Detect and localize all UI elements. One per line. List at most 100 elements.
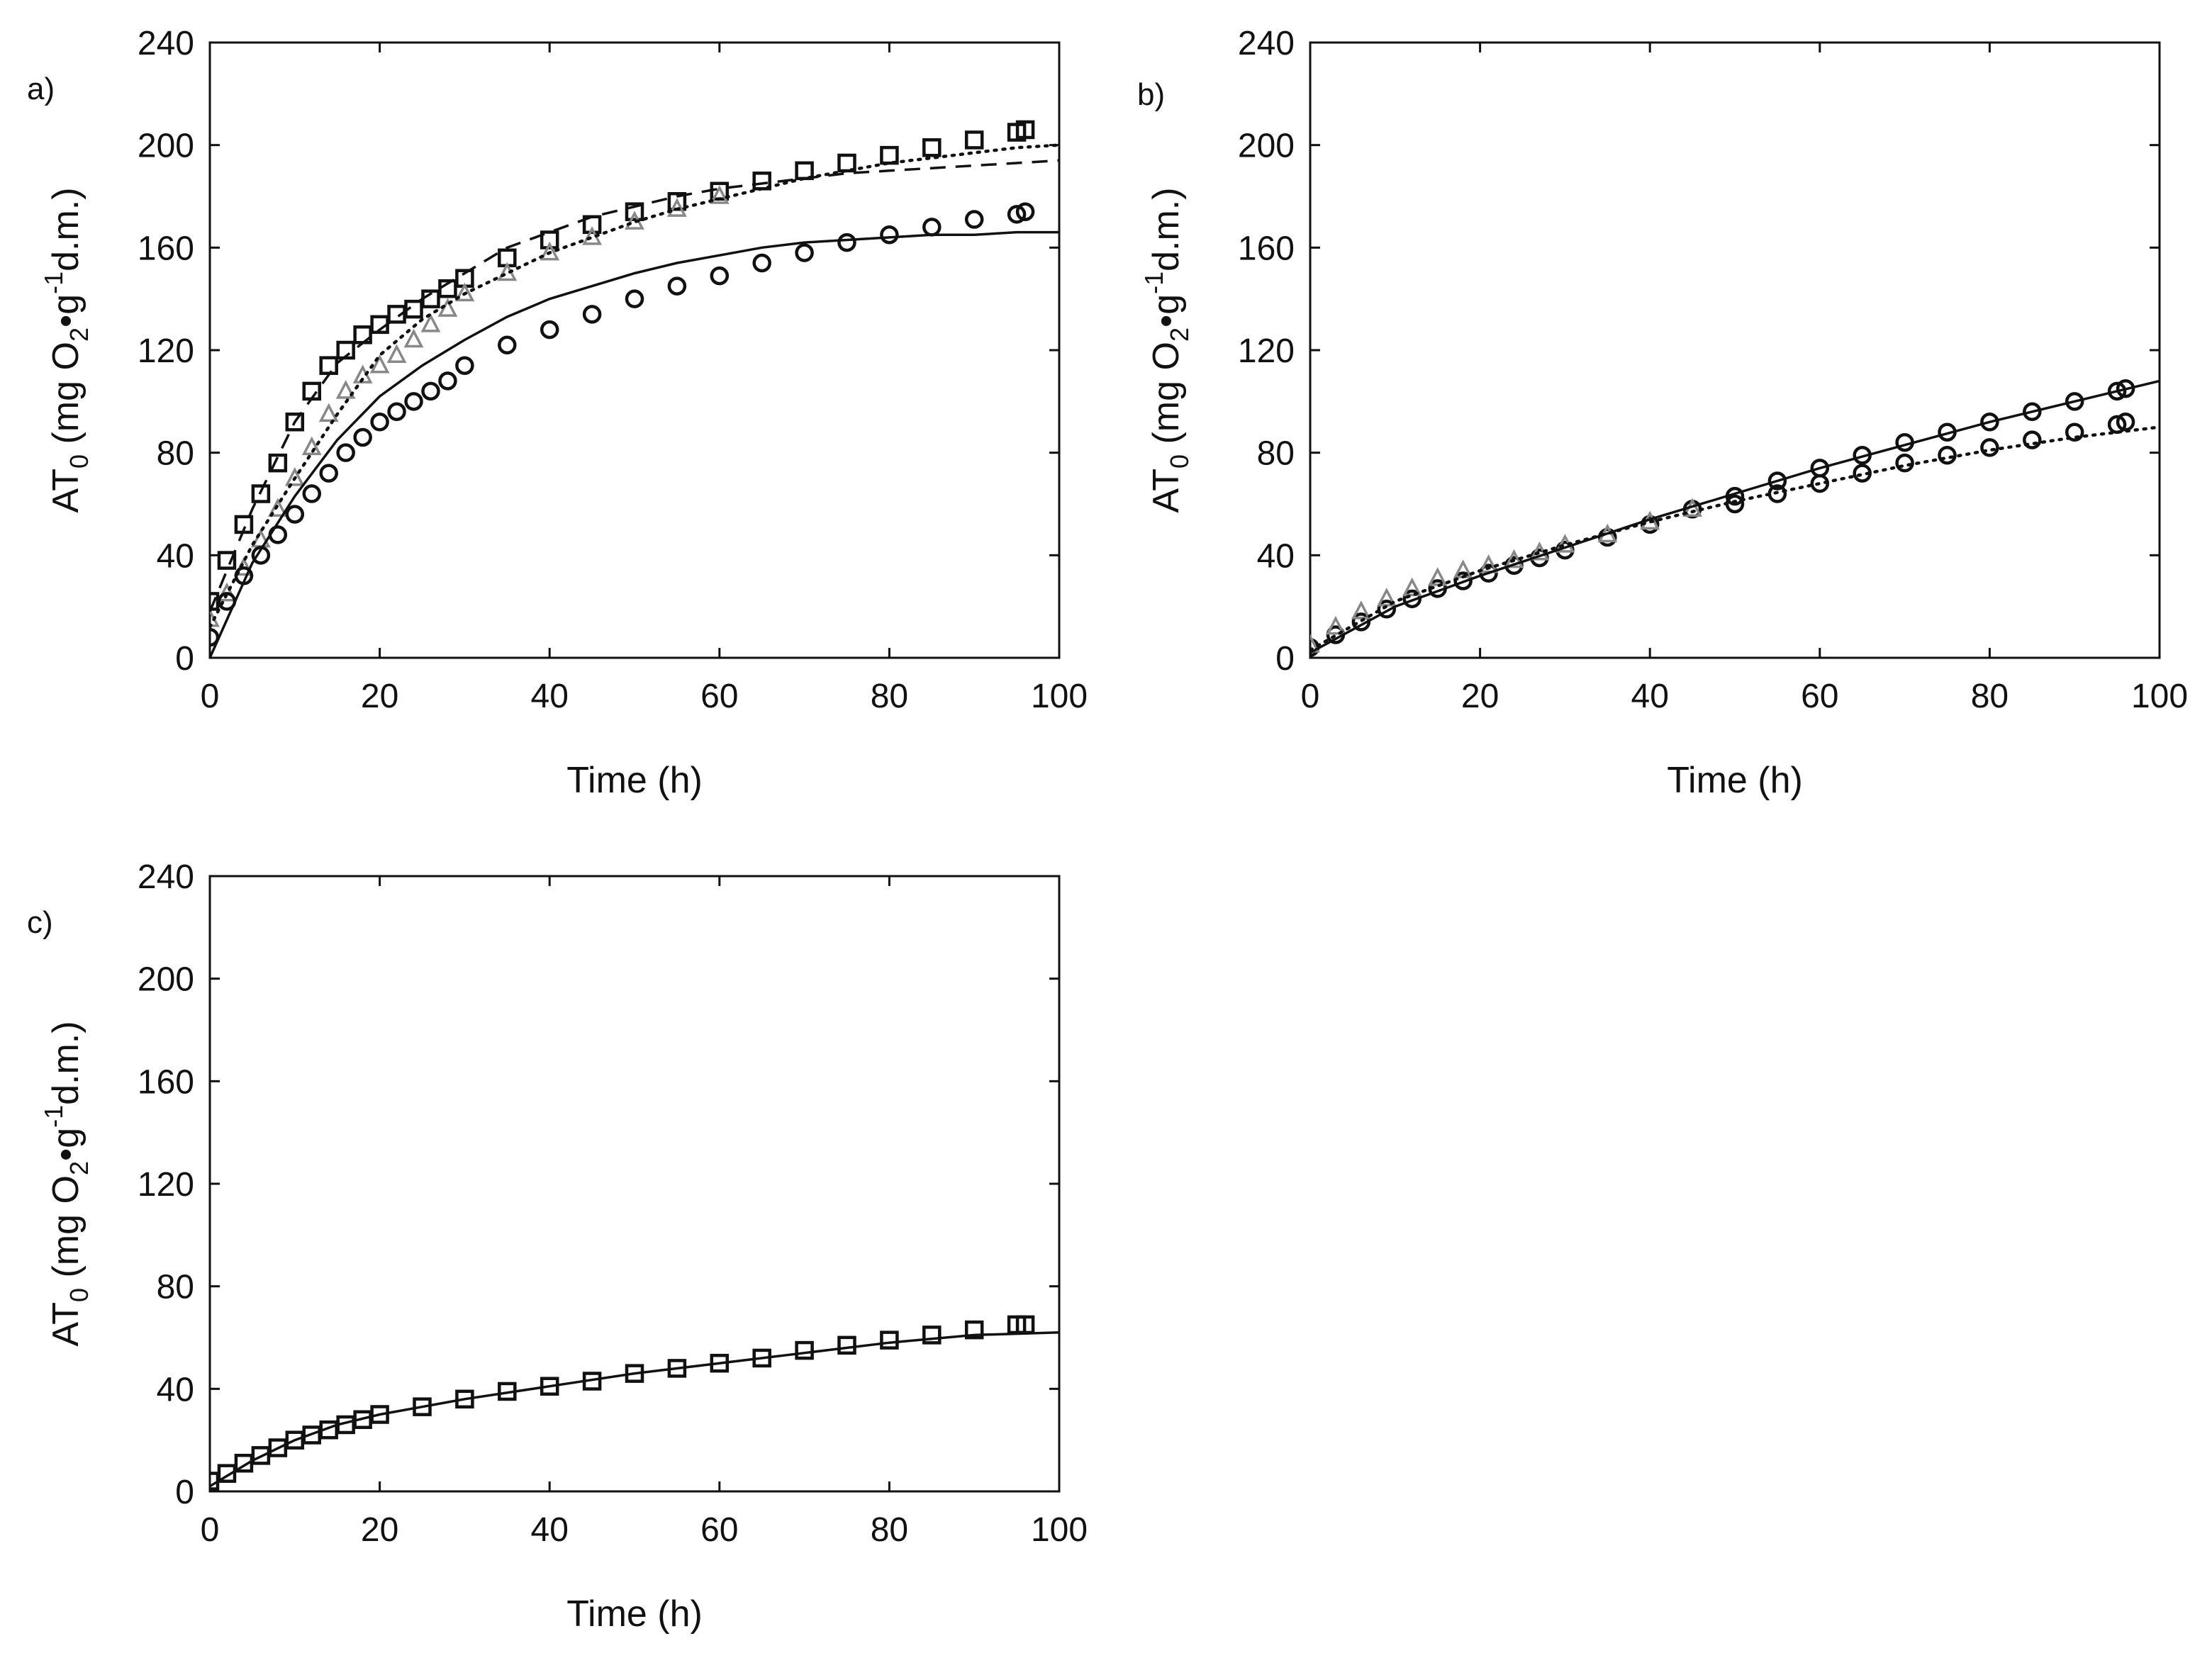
panel-a-series-squares-point <box>1015 120 1035 140</box>
panel-a-series-circles-point <box>710 266 730 286</box>
panel-a-series-squares-point <box>922 138 942 157</box>
panel-a-series-squares-point <box>217 551 237 570</box>
panel-a-series-fit-solid <box>210 230 1059 658</box>
panel-a-series-fit-dashed-line <box>210 159 1059 612</box>
panel-a-ytick-label: 200 <box>138 128 194 165</box>
panel-c-xtick-label: 80 <box>871 1511 908 1549</box>
panel-a-series-circles-point <box>285 505 305 524</box>
panel-a-series-circles-point <box>667 276 687 296</box>
panel-a-ytick-label: 80 <box>157 435 194 473</box>
panel-a-ylabel-o2-sub: 2 <box>65 327 94 342</box>
panel-b-series-circles-upper-point <box>2023 402 2042 422</box>
panel-b-ylabel-o2-sub: 2 <box>1165 327 1194 342</box>
panel-a-series-circles-point <box>455 356 474 375</box>
panel-c-ylabel-sub: 0 <box>65 1288 94 1302</box>
panel-a-x-axis-title: Time (h) <box>566 760 703 801</box>
panel-b-ylabel-dot: •g <box>1146 294 1187 327</box>
panel-a-ylabel-dot: •g <box>45 294 86 327</box>
panel-b-xtick-label: 80 <box>1971 678 2009 715</box>
panel-a-ylabel-sub: 0 <box>65 454 94 469</box>
panel-b-series-circles-upper-point <box>1767 471 1787 491</box>
panel-a-series-circles-point <box>210 627 220 647</box>
panel-a-series-circles-point <box>387 402 406 422</box>
panel-b-x-axis-title: Time (h) <box>1667 760 1803 801</box>
panel-c-xtick-label: 20 <box>361 1511 398 1549</box>
panel-b-series-circles-lower-point <box>1810 474 1830 493</box>
panel-a-ylabel-sup: -1 <box>39 271 68 294</box>
panel-b-letter: b) <box>1137 77 1165 112</box>
panel-a-series-squares-point <box>540 230 559 250</box>
panel-a-series-circles-point <box>1015 202 1035 221</box>
panel-c-ylabel-post: d.m.) <box>45 1021 86 1104</box>
panel-c-ylabel-sup: -1 <box>39 1105 68 1128</box>
panel-a-xtick-label: 80 <box>871 678 908 715</box>
panel-a-series-triangles-point <box>369 354 390 374</box>
panel-b-series-circles-lower-point <box>1980 438 1999 457</box>
panel-a-series-circles-point <box>964 210 984 229</box>
panel-a-series-triangles-point <box>709 185 730 204</box>
panel-c-series-squares-point <box>217 1464 237 1483</box>
panel-b-series-circles-lower-point <box>2023 430 2042 449</box>
panel-b-series-triangles-point <box>1402 577 1422 597</box>
panel-c-xtick-label: 100 <box>1031 1511 1088 1549</box>
panel-b-series-circles-lower-point <box>1895 453 1914 473</box>
panel-a-series-circles-point <box>438 371 457 391</box>
panel-a-ylabel-post: d.m.) <box>45 187 86 271</box>
panel-b-series-circles-lower-point <box>2116 413 2135 432</box>
panel-c-series-squares-point <box>370 1405 389 1424</box>
panel-a-xtick-label: 40 <box>531 678 569 715</box>
panel-c-letter: c) <box>27 905 53 940</box>
panel-c-series-squares-point <box>795 1340 814 1360</box>
panel-a-xtick-label: 0 <box>201 678 220 715</box>
panel-a-series-fit-dotted <box>210 143 1059 629</box>
panel-c-series-squares-point <box>880 1330 899 1350</box>
panel-a-series-squares-point <box>404 299 423 319</box>
panel-c-ylabel-dot: •g <box>45 1128 86 1161</box>
panel-a-series-circles-point <box>336 443 355 462</box>
panel-b-series-circles-upper-point <box>2107 381 2127 401</box>
panel-c-ytick-label: 160 <box>138 1063 194 1101</box>
panel-b-series-circles-lower <box>1725 413 2135 514</box>
panel-a-letter: a) <box>27 72 55 106</box>
panel-a-ytick-label: 120 <box>138 332 194 370</box>
panel-c-ytick-label: 240 <box>138 858 194 896</box>
panel-c-data <box>210 1315 1059 1491</box>
panel-b-ylabel-sup: -1 <box>1139 271 1168 294</box>
panel-b-series-triangles-point <box>1351 600 1371 620</box>
panel-a-series-circles-point <box>540 320 559 340</box>
panel-b-series-circles-lower-point <box>1938 446 1957 465</box>
panel-b-ytick-label: 40 <box>1257 537 1295 575</box>
panel-a-series-circles-point <box>582 305 602 324</box>
panel-a-series-circles-point <box>837 232 856 252</box>
panel-b-xtick-label: 60 <box>1801 678 1838 715</box>
panel-a-ytick-label: 40 <box>157 537 194 575</box>
panel-a-series-triangles-point <box>540 241 560 261</box>
panel-a-series-squares-point <box>438 279 457 298</box>
panel-a-series-circles-point <box>752 253 771 273</box>
panel-a-series-triangles-point <box>301 436 322 456</box>
panel-a-series-circles-point <box>1007 205 1027 224</box>
panel-a-series-triangles-point <box>386 344 407 363</box>
panel-b-xtick-label: 100 <box>2131 678 2188 715</box>
panel-b-ytick-label: 120 <box>1238 332 1295 370</box>
panel-a-series-squares-point <box>268 453 288 473</box>
panel-c-ylabel-pre: (mg O <box>45 1175 86 1288</box>
panel-b-series-triangles-point <box>1376 588 1397 607</box>
panel-a-series-circles-point <box>498 335 517 355</box>
panel-a-ylabel-pre: (mg O <box>45 342 86 454</box>
panel-a-series-squares-point <box>625 202 644 221</box>
panel-b-ytick-label: 160 <box>1238 230 1295 267</box>
panel-a-xtick-label: 100 <box>1031 678 1088 715</box>
panel-a-y-axis-title: AT0 (mg O2•g-1d.m.) <box>39 187 94 512</box>
panel-b-ylabel-post: d.m.) <box>1146 187 1187 271</box>
panel-b-series-fit-dotted-line <box>1310 425 2160 652</box>
panel-a-series-circles-point <box>370 413 389 432</box>
panel-b-series-circles-upper-point <box>1479 564 1498 583</box>
panel-a-series-fit-dotted-line <box>210 143 1059 629</box>
panel-a-xtick-label: 20 <box>361 678 398 715</box>
panel-b-series-circles-lower-point <box>2065 422 2084 442</box>
panel-c-ytick-label: 40 <box>157 1371 194 1408</box>
